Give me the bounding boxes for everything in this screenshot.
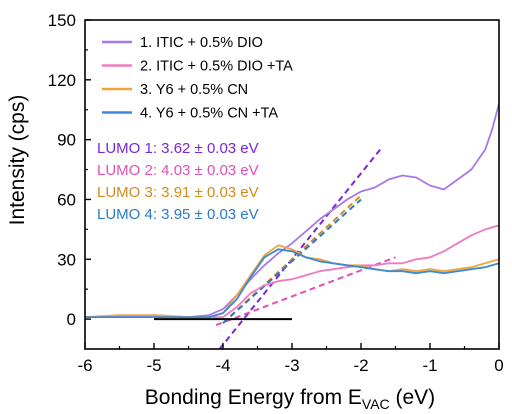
x-tick-label: -3 (284, 356, 299, 375)
x-axis-title: Bonding Energy from EVAC (eV) (145, 386, 435, 412)
lumo-annotation: LUMO 1: 3.62 ± 0.03 eV (97, 140, 259, 157)
fit-line (215, 256, 396, 327)
series-group (84, 103, 500, 319)
x-axis-title-unit: (eV) (390, 386, 436, 409)
fit-lines (215, 146, 396, 350)
x-tick-label: -6 (77, 356, 92, 375)
x-axis-title-main: Bonding Energy from E (145, 386, 362, 409)
y-tick-label: 90 (57, 131, 76, 150)
fit-line (218, 146, 383, 350)
series-line (85, 248, 500, 319)
x-tick-label: 0 (494, 356, 503, 375)
series-line (85, 103, 500, 319)
lumo-annotation: LUMO 2: 4.03 ± 0.03 eV (97, 162, 259, 179)
y-tick-label: 30 (57, 250, 76, 269)
x-tick-label: -4 (215, 356, 230, 375)
x-axis: -6 -5 -4 -3 -2 -1 0 (77, 343, 504, 375)
lumo-annotation: LUMO 3: 3.91 ± 0.03 eV (97, 184, 259, 201)
y-tick-label: 0 (67, 310, 76, 329)
series-line (84, 244, 500, 319)
legend-label: 3. Y6 + 0.5% CN (140, 82, 248, 98)
series-line (85, 224, 500, 319)
y-tick-label: 150 (48, 11, 76, 30)
y-axis: 0 30 60 90 120 150 (48, 11, 91, 329)
legend-label: 1. ITIC + 0.5% DIO (140, 35, 263, 51)
x-tick-label: -5 (146, 356, 161, 375)
fit-line (222, 198, 362, 324)
x-tick-label: -2 (353, 356, 368, 375)
y-tick-label: 60 (57, 190, 76, 209)
legend-label: 4. Y6 + 0.5% CN +TA (140, 106, 278, 122)
y-axis-title: Intensity (cps) (6, 95, 29, 226)
x-axis-title-subscript: VAC (362, 396, 390, 412)
lumo-annotation: LUMO 4: 3.95 ± 0.03 eV (97, 206, 259, 223)
legend-label: 2. ITIC + 0.5% DIO +TA (140, 59, 293, 75)
legend: 1. ITIC + 0.5% DIO 2. ITIC + 0.5% DIO +TA… (102, 35, 293, 122)
y-tick-label: 120 (48, 71, 76, 90)
x-tick-label: -1 (422, 356, 437, 375)
annotations: LUMO 1: 3.62 ± 0.03 eV LUMO 2: 4.03 ± 0.0… (97, 140, 259, 223)
